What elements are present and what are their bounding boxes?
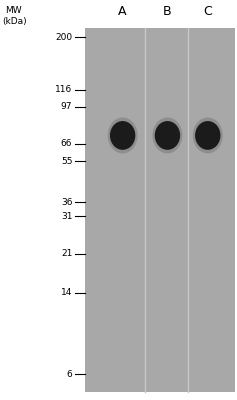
Text: (kDa): (kDa) bbox=[2, 17, 27, 26]
Text: 21: 21 bbox=[61, 250, 72, 258]
Text: 14: 14 bbox=[61, 288, 72, 298]
Bar bbox=[85, 28, 235, 392]
Ellipse shape bbox=[110, 121, 135, 150]
Ellipse shape bbox=[193, 118, 223, 154]
Text: 6: 6 bbox=[67, 370, 72, 379]
Text: B: B bbox=[163, 5, 172, 18]
Ellipse shape bbox=[108, 118, 138, 154]
Text: 36: 36 bbox=[61, 198, 72, 207]
Text: 97: 97 bbox=[61, 102, 72, 111]
Text: 116: 116 bbox=[55, 85, 72, 94]
Ellipse shape bbox=[195, 121, 220, 150]
Text: C: C bbox=[203, 5, 212, 18]
Text: 66: 66 bbox=[61, 139, 72, 148]
Text: MW: MW bbox=[5, 6, 21, 15]
Text: 31: 31 bbox=[61, 212, 72, 221]
Ellipse shape bbox=[152, 118, 182, 154]
Text: 55: 55 bbox=[61, 157, 72, 166]
Text: A: A bbox=[118, 5, 127, 18]
Text: 200: 200 bbox=[55, 33, 72, 42]
Ellipse shape bbox=[155, 121, 180, 150]
